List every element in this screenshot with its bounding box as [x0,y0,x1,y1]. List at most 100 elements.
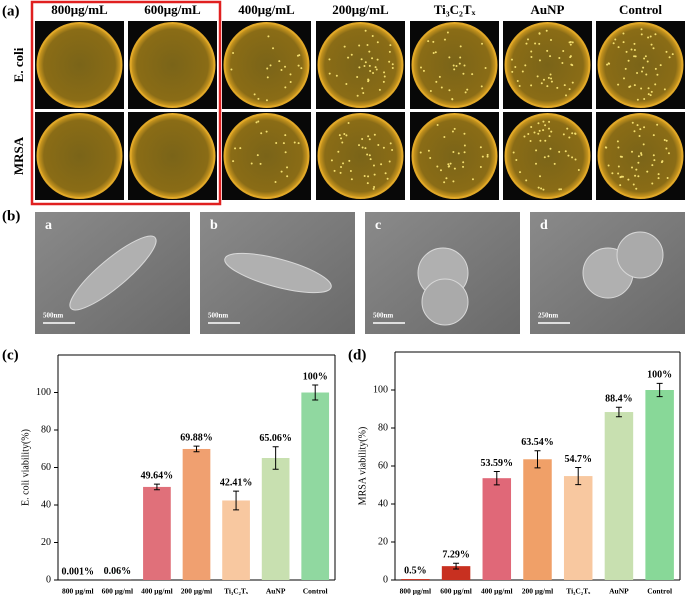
colony [234,147,237,150]
colony [559,188,562,191]
colony [340,137,343,140]
colony [462,72,465,75]
colony [617,83,620,86]
colony [284,86,287,89]
colony [274,181,277,184]
colony [625,50,628,53]
colony [391,66,394,69]
colony [368,138,371,141]
colony [611,172,614,175]
colony [634,174,637,177]
colony [630,48,633,51]
colony [604,146,607,149]
y-tick-label: 0 [383,574,388,585]
colony [612,42,615,45]
x-tick-label: 200 μg/ml [181,587,213,596]
colony [463,151,466,154]
colony [391,63,394,66]
y-tick-label: 40 [378,498,388,509]
x-tick-label: 800 μg/ml [62,587,94,596]
colony [647,87,650,90]
colony [463,64,466,67]
error-bar [193,445,200,453]
error-bar [233,490,240,511]
colony [538,32,541,35]
colony [607,164,610,167]
error-bar [534,450,541,469]
colony [550,130,553,133]
colony [547,127,550,130]
y-tick-label: 60 [41,462,51,473]
colony [375,68,378,71]
value-label: 49.64% [141,470,174,481]
colony [479,166,482,169]
bar [645,390,674,580]
colony [652,47,655,50]
colony [382,80,385,83]
colony [280,170,283,173]
value-label: 54.7% [564,454,592,465]
colony [643,97,646,100]
column-label: 200μg/mL [332,2,389,17]
y-tick-label: 20 [378,536,388,547]
colony [364,147,367,150]
colony [606,63,609,66]
plate [36,22,123,108]
colony [272,47,275,50]
colony [519,171,522,174]
colony [571,156,574,159]
panel-label: (c) [2,347,19,363]
column-label: Ti₃C₂Tₓ [434,2,476,17]
colony [377,144,380,147]
colony [335,74,338,77]
colony [629,85,632,88]
colony [448,89,451,92]
colony [619,184,622,187]
colony [230,68,233,71]
x-tick-label: Ti₃C₂Tₓ [566,587,591,596]
colony [633,130,636,133]
colony [265,130,268,133]
colony [364,29,367,32]
colony [636,124,639,127]
colony [569,41,572,44]
colony [371,57,374,60]
colony [549,38,552,41]
colony [239,147,242,150]
colony [659,64,662,67]
colony [363,175,366,178]
value-label: 0.001% [62,566,95,577]
colony [614,38,617,41]
colony [372,187,375,190]
colony [462,165,465,168]
y-axis-label: MRSA viability(%) [357,427,368,506]
colony [380,163,383,166]
colony [446,31,449,34]
colony [652,154,655,157]
colony [548,120,551,123]
colony [368,64,371,67]
colony [548,135,551,138]
colony [542,78,545,81]
sem-label: c [375,218,381,233]
colony [619,176,622,179]
colony [642,66,645,69]
colony [389,142,392,145]
colony [389,44,392,47]
bar [604,412,634,580]
colony [383,71,386,74]
colony [617,172,620,175]
error-bar [453,562,460,570]
bar [523,459,552,580]
colony [665,50,668,53]
colony [366,153,369,156]
colony [562,50,565,53]
colony [449,162,452,165]
colony [372,71,375,74]
value-label: 42.41% [220,477,253,488]
colony [282,142,285,145]
colony [256,154,259,157]
colony [545,29,548,32]
colony [443,181,446,184]
